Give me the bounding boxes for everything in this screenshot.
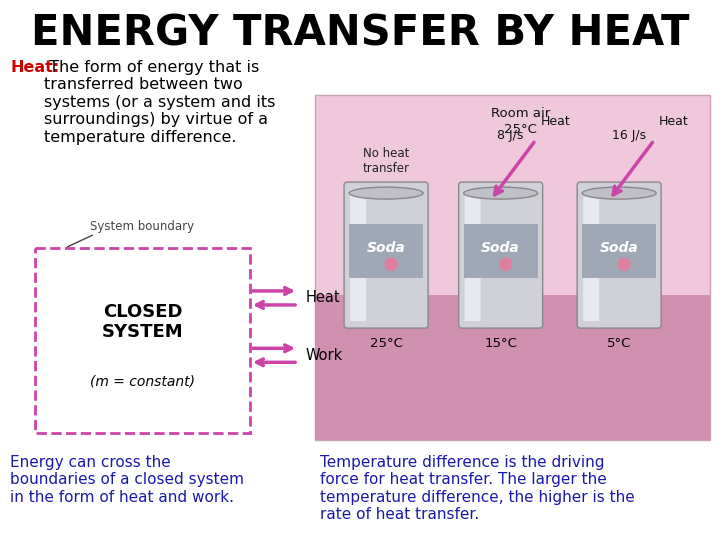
- FancyBboxPatch shape: [35, 248, 250, 433]
- Text: Energy can cross the
boundaries of a closed system
in the form of heat and work.: Energy can cross the boundaries of a clo…: [10, 455, 244, 505]
- Text: Heat: Heat: [659, 115, 689, 128]
- Ellipse shape: [582, 187, 656, 199]
- Circle shape: [618, 258, 630, 270]
- Text: 25°C: 25°C: [369, 337, 402, 350]
- Circle shape: [500, 258, 512, 270]
- Text: ENERGY TRANSFER BY HEAT: ENERGY TRANSFER BY HEAT: [31, 12, 689, 54]
- FancyBboxPatch shape: [464, 224, 538, 278]
- Ellipse shape: [464, 187, 538, 199]
- Text: The form of energy that is
transferred between two
systems (or a system and its
: The form of energy that is transferred b…: [44, 60, 275, 145]
- Text: 15°C: 15°C: [485, 337, 517, 350]
- Text: 5°C: 5°C: [607, 337, 631, 350]
- FancyBboxPatch shape: [464, 189, 481, 321]
- Text: 16 J/s: 16 J/s: [612, 129, 647, 142]
- FancyBboxPatch shape: [315, 95, 710, 440]
- FancyBboxPatch shape: [583, 189, 599, 321]
- FancyBboxPatch shape: [350, 189, 366, 321]
- FancyBboxPatch shape: [349, 224, 423, 278]
- Text: No heat
transfer: No heat transfer: [363, 147, 410, 175]
- FancyBboxPatch shape: [577, 182, 661, 328]
- Text: Room air: Room air: [491, 107, 550, 120]
- Text: (m = constant): (m = constant): [90, 374, 195, 388]
- Text: System boundary: System boundary: [90, 220, 194, 233]
- Text: Heat:: Heat:: [10, 60, 59, 75]
- Text: Soda: Soda: [481, 241, 520, 255]
- Text: Soda: Soda: [366, 241, 405, 255]
- Text: CLOSED
SYSTEM: CLOSED SYSTEM: [102, 302, 184, 341]
- Text: Soda: Soda: [600, 241, 639, 255]
- FancyBboxPatch shape: [315, 295, 710, 440]
- Text: 8 J/s: 8 J/s: [498, 129, 524, 142]
- Text: Temperature difference is the driving
force for heat transfer. The larger the
te: Temperature difference is the driving fo…: [320, 455, 635, 522]
- Circle shape: [385, 258, 397, 270]
- Text: Heat: Heat: [541, 115, 570, 128]
- Text: Heat: Heat: [306, 291, 341, 306]
- FancyBboxPatch shape: [582, 224, 656, 278]
- FancyBboxPatch shape: [344, 182, 428, 328]
- FancyBboxPatch shape: [459, 182, 543, 328]
- Text: 25°C: 25°C: [504, 123, 537, 136]
- Text: Work: Work: [306, 348, 343, 363]
- Ellipse shape: [349, 187, 423, 199]
